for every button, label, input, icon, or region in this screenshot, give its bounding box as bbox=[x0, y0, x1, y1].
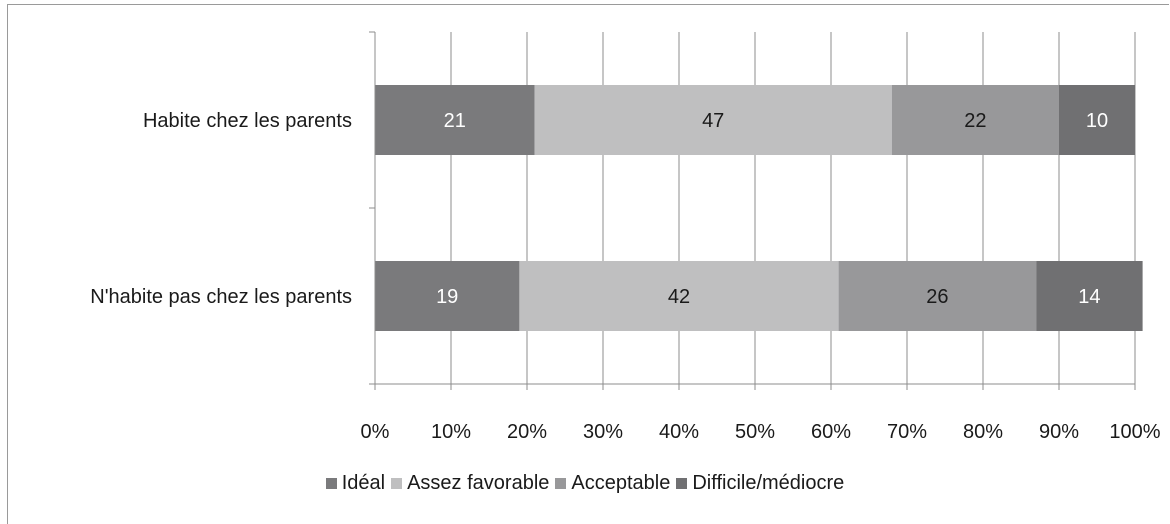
x-tick-label: 100% bbox=[1109, 421, 1160, 443]
data-label: 22 bbox=[964, 110, 986, 132]
x-tick-label: 20% bbox=[507, 421, 547, 443]
x-tick-label: 10% bbox=[431, 421, 471, 443]
bars bbox=[375, 85, 1143, 331]
bar-segment bbox=[838, 261, 1037, 331]
legend-swatch bbox=[676, 478, 688, 489]
bar-segment bbox=[534, 85, 892, 155]
x-tick-label: 40% bbox=[659, 421, 699, 443]
data-label: 14 bbox=[1078, 286, 1100, 308]
legend-item: Idéal bbox=[325, 472, 386, 495]
legend-label: Difficile/médiocre bbox=[692, 472, 845, 494]
bar-segment bbox=[891, 85, 1059, 155]
gridlines bbox=[450, 32, 1136, 384]
x-tick-label: 30% bbox=[583, 421, 623, 443]
legend-label: Assez favorable bbox=[407, 472, 550, 494]
x-tick-label: 70% bbox=[887, 421, 927, 443]
legend-swatch bbox=[391, 478, 403, 489]
category-label: Habite chez les parents bbox=[143, 110, 352, 132]
x-tick-label: 90% bbox=[1039, 421, 1079, 443]
legend-item: Acceptable bbox=[555, 472, 670, 495]
category-label: N'habite pas chez les parents bbox=[90, 286, 352, 308]
data-label: 10 bbox=[1086, 110, 1108, 132]
x-tick-label: 0% bbox=[361, 421, 390, 443]
data-label: 21 bbox=[444, 110, 466, 132]
legend-item: Difficile/médiocre bbox=[676, 472, 844, 495]
bar-segment bbox=[375, 261, 520, 331]
legend: Idéal Assez favorable Acceptable Difficile/… bbox=[0, 472, 1170, 495]
data-label: 26 bbox=[926, 286, 948, 308]
x-tick-label: 50% bbox=[735, 421, 775, 443]
legend-swatch bbox=[325, 478, 337, 489]
stacked-bar-chart: 0% 10% 20% 30% 40% 50% 60% 70% 80% 90% 100% 21 47 22 1… bbox=[90, 31, 1161, 443]
bar-segment bbox=[375, 85, 535, 155]
data-label: 42 bbox=[668, 286, 690, 308]
bar-segment bbox=[1036, 261, 1143, 331]
legend-item: Assez favorable bbox=[391, 472, 549, 495]
legend-label: Idéal bbox=[341, 472, 386, 494]
legend-label: Acceptable bbox=[571, 472, 671, 494]
bar-segment bbox=[519, 261, 839, 331]
axes bbox=[369, 31, 1136, 390]
legend-swatch bbox=[555, 478, 567, 489]
x-tick-label: 60% bbox=[811, 421, 851, 443]
bar-segment bbox=[1059, 85, 1135, 155]
data-label: 19 bbox=[436, 286, 458, 308]
x-tick-label: 80% bbox=[963, 421, 1003, 443]
data-label: 47 bbox=[702, 110, 724, 132]
labels: 0% 10% 20% 30% 40% 50% 60% 70% 80% 90% 100% 21 47 22 1… bbox=[90, 110, 1161, 443]
chart-frame bbox=[7, 4, 1169, 524]
